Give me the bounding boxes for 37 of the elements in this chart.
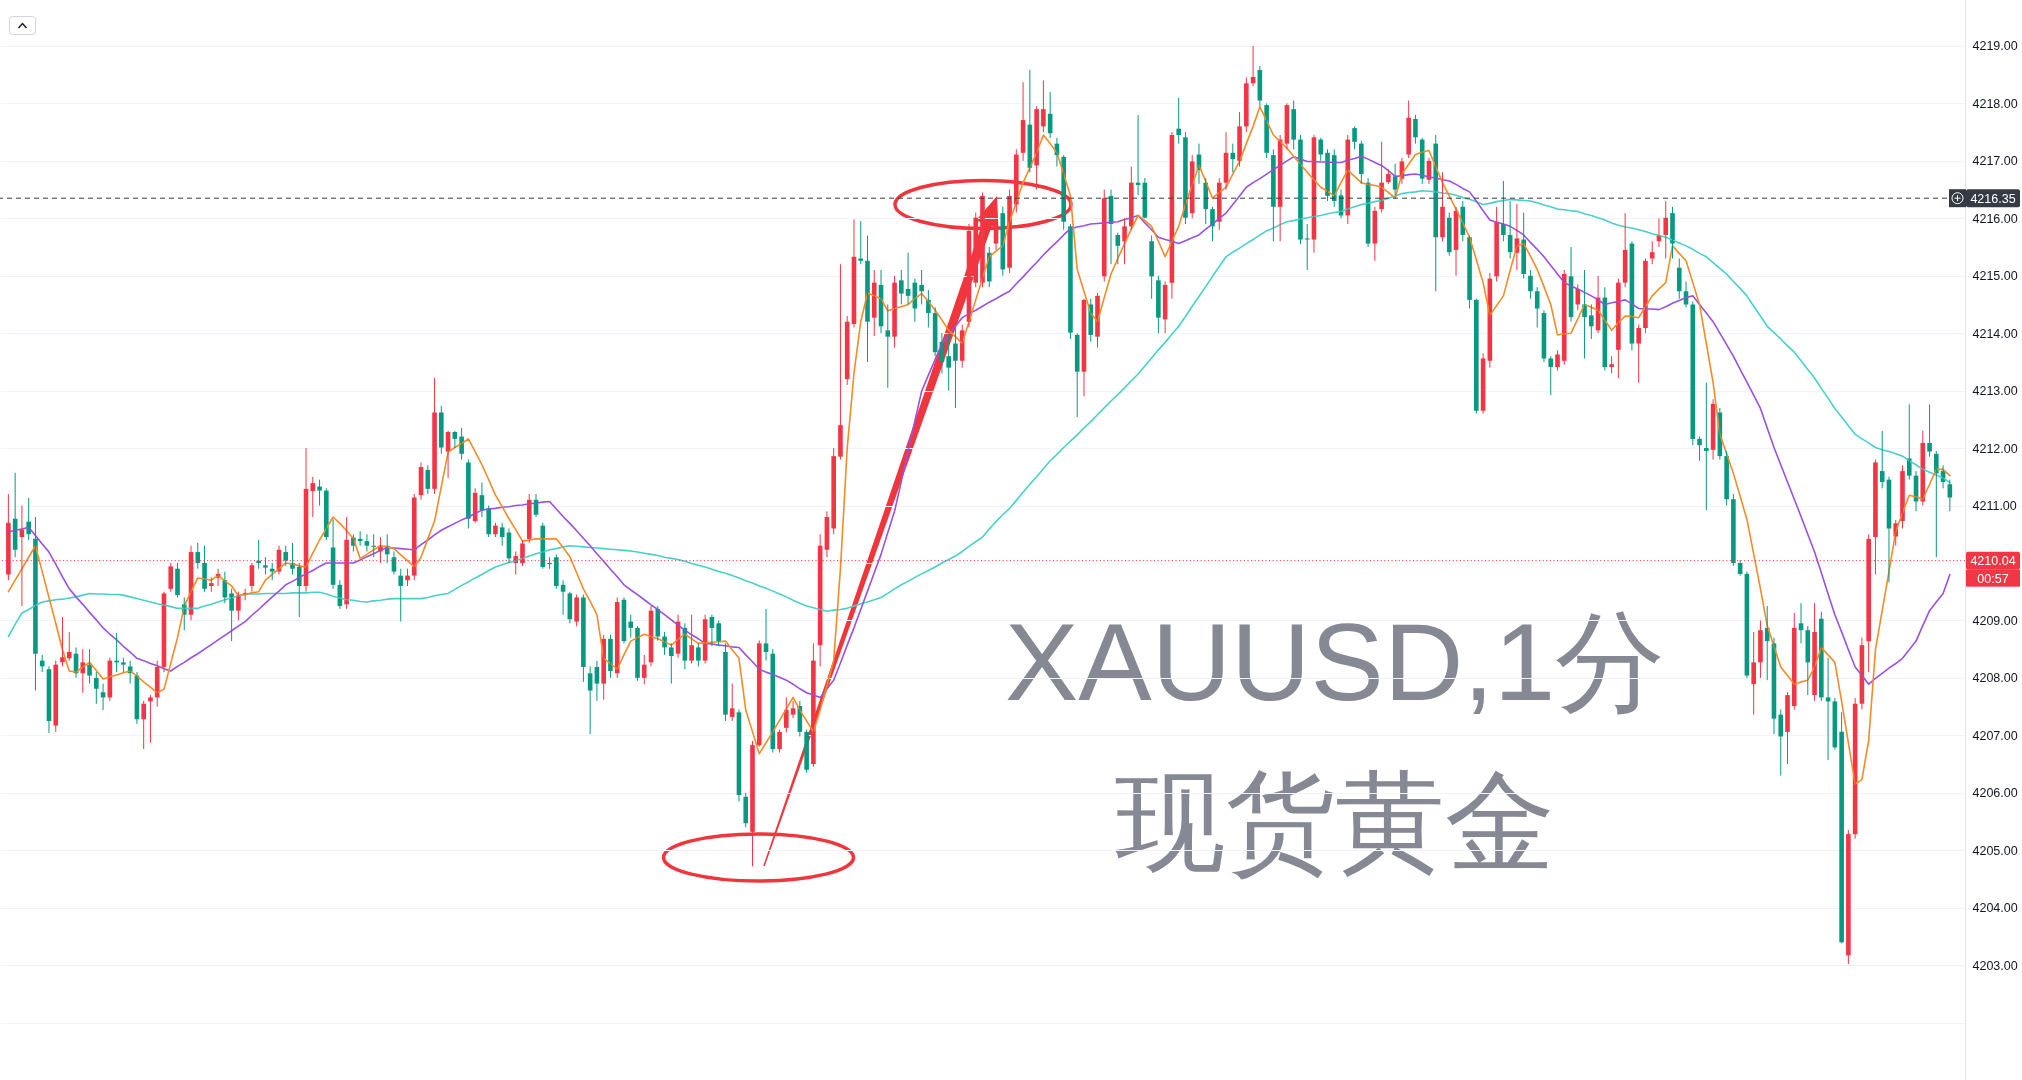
y-tick-label: 4207.00 xyxy=(1972,728,2018,743)
candlestick xyxy=(1548,355,1554,396)
y-tick-label: 4204.00 xyxy=(1972,901,2018,916)
candlestick xyxy=(1704,382,1709,511)
y-tick-label: 4209.00 xyxy=(1972,613,2018,628)
candlestick xyxy=(669,642,674,685)
text: XAUUSD,1分 xyxy=(1004,600,1666,723)
candlestick xyxy=(209,576,214,593)
y-tick-label: 4216.00 xyxy=(1972,211,2018,226)
candlestick xyxy=(121,657,126,673)
y-tick-label: 4208.00 xyxy=(1972,671,2018,686)
text: 00:57 xyxy=(1977,571,2009,586)
y-tick-label: 4218.00 xyxy=(1972,96,2018,111)
y-tick-label: 4213.00 xyxy=(1972,384,2018,399)
candlestick xyxy=(899,269,904,305)
candlestick xyxy=(1304,223,1310,271)
y-tick-label: 4212.00 xyxy=(1972,441,2018,456)
y-tick-label: 4203.00 xyxy=(1972,958,2018,973)
y-tick-label: 4206.00 xyxy=(1972,786,2018,801)
ref-line-label: 4216.35 xyxy=(1970,191,2016,206)
candlestick xyxy=(946,332,951,392)
y-tick-label: 4219.00 xyxy=(1972,39,2018,54)
y-tick-label: 4205.00 xyxy=(1972,843,2018,858)
candlestick xyxy=(263,556,268,575)
candlestick xyxy=(696,642,701,667)
candlestick xyxy=(1609,355,1614,374)
text: 现货黄金 xyxy=(1115,760,1555,883)
y-tick-label: 4217.00 xyxy=(1972,154,2018,169)
candlestick xyxy=(1649,240,1655,265)
candlestick xyxy=(1927,403,1932,458)
y-tick-label: 4211.00 xyxy=(1972,499,2017,514)
candlestick xyxy=(729,683,735,722)
candlestick xyxy=(885,303,891,389)
ref-line-label: 4210.04 xyxy=(1970,554,2016,569)
candlestick xyxy=(1555,349,1560,372)
y-tick-label: 4214.00 xyxy=(1972,326,2018,341)
y-tick-label: 4215.00 xyxy=(1972,269,2018,284)
